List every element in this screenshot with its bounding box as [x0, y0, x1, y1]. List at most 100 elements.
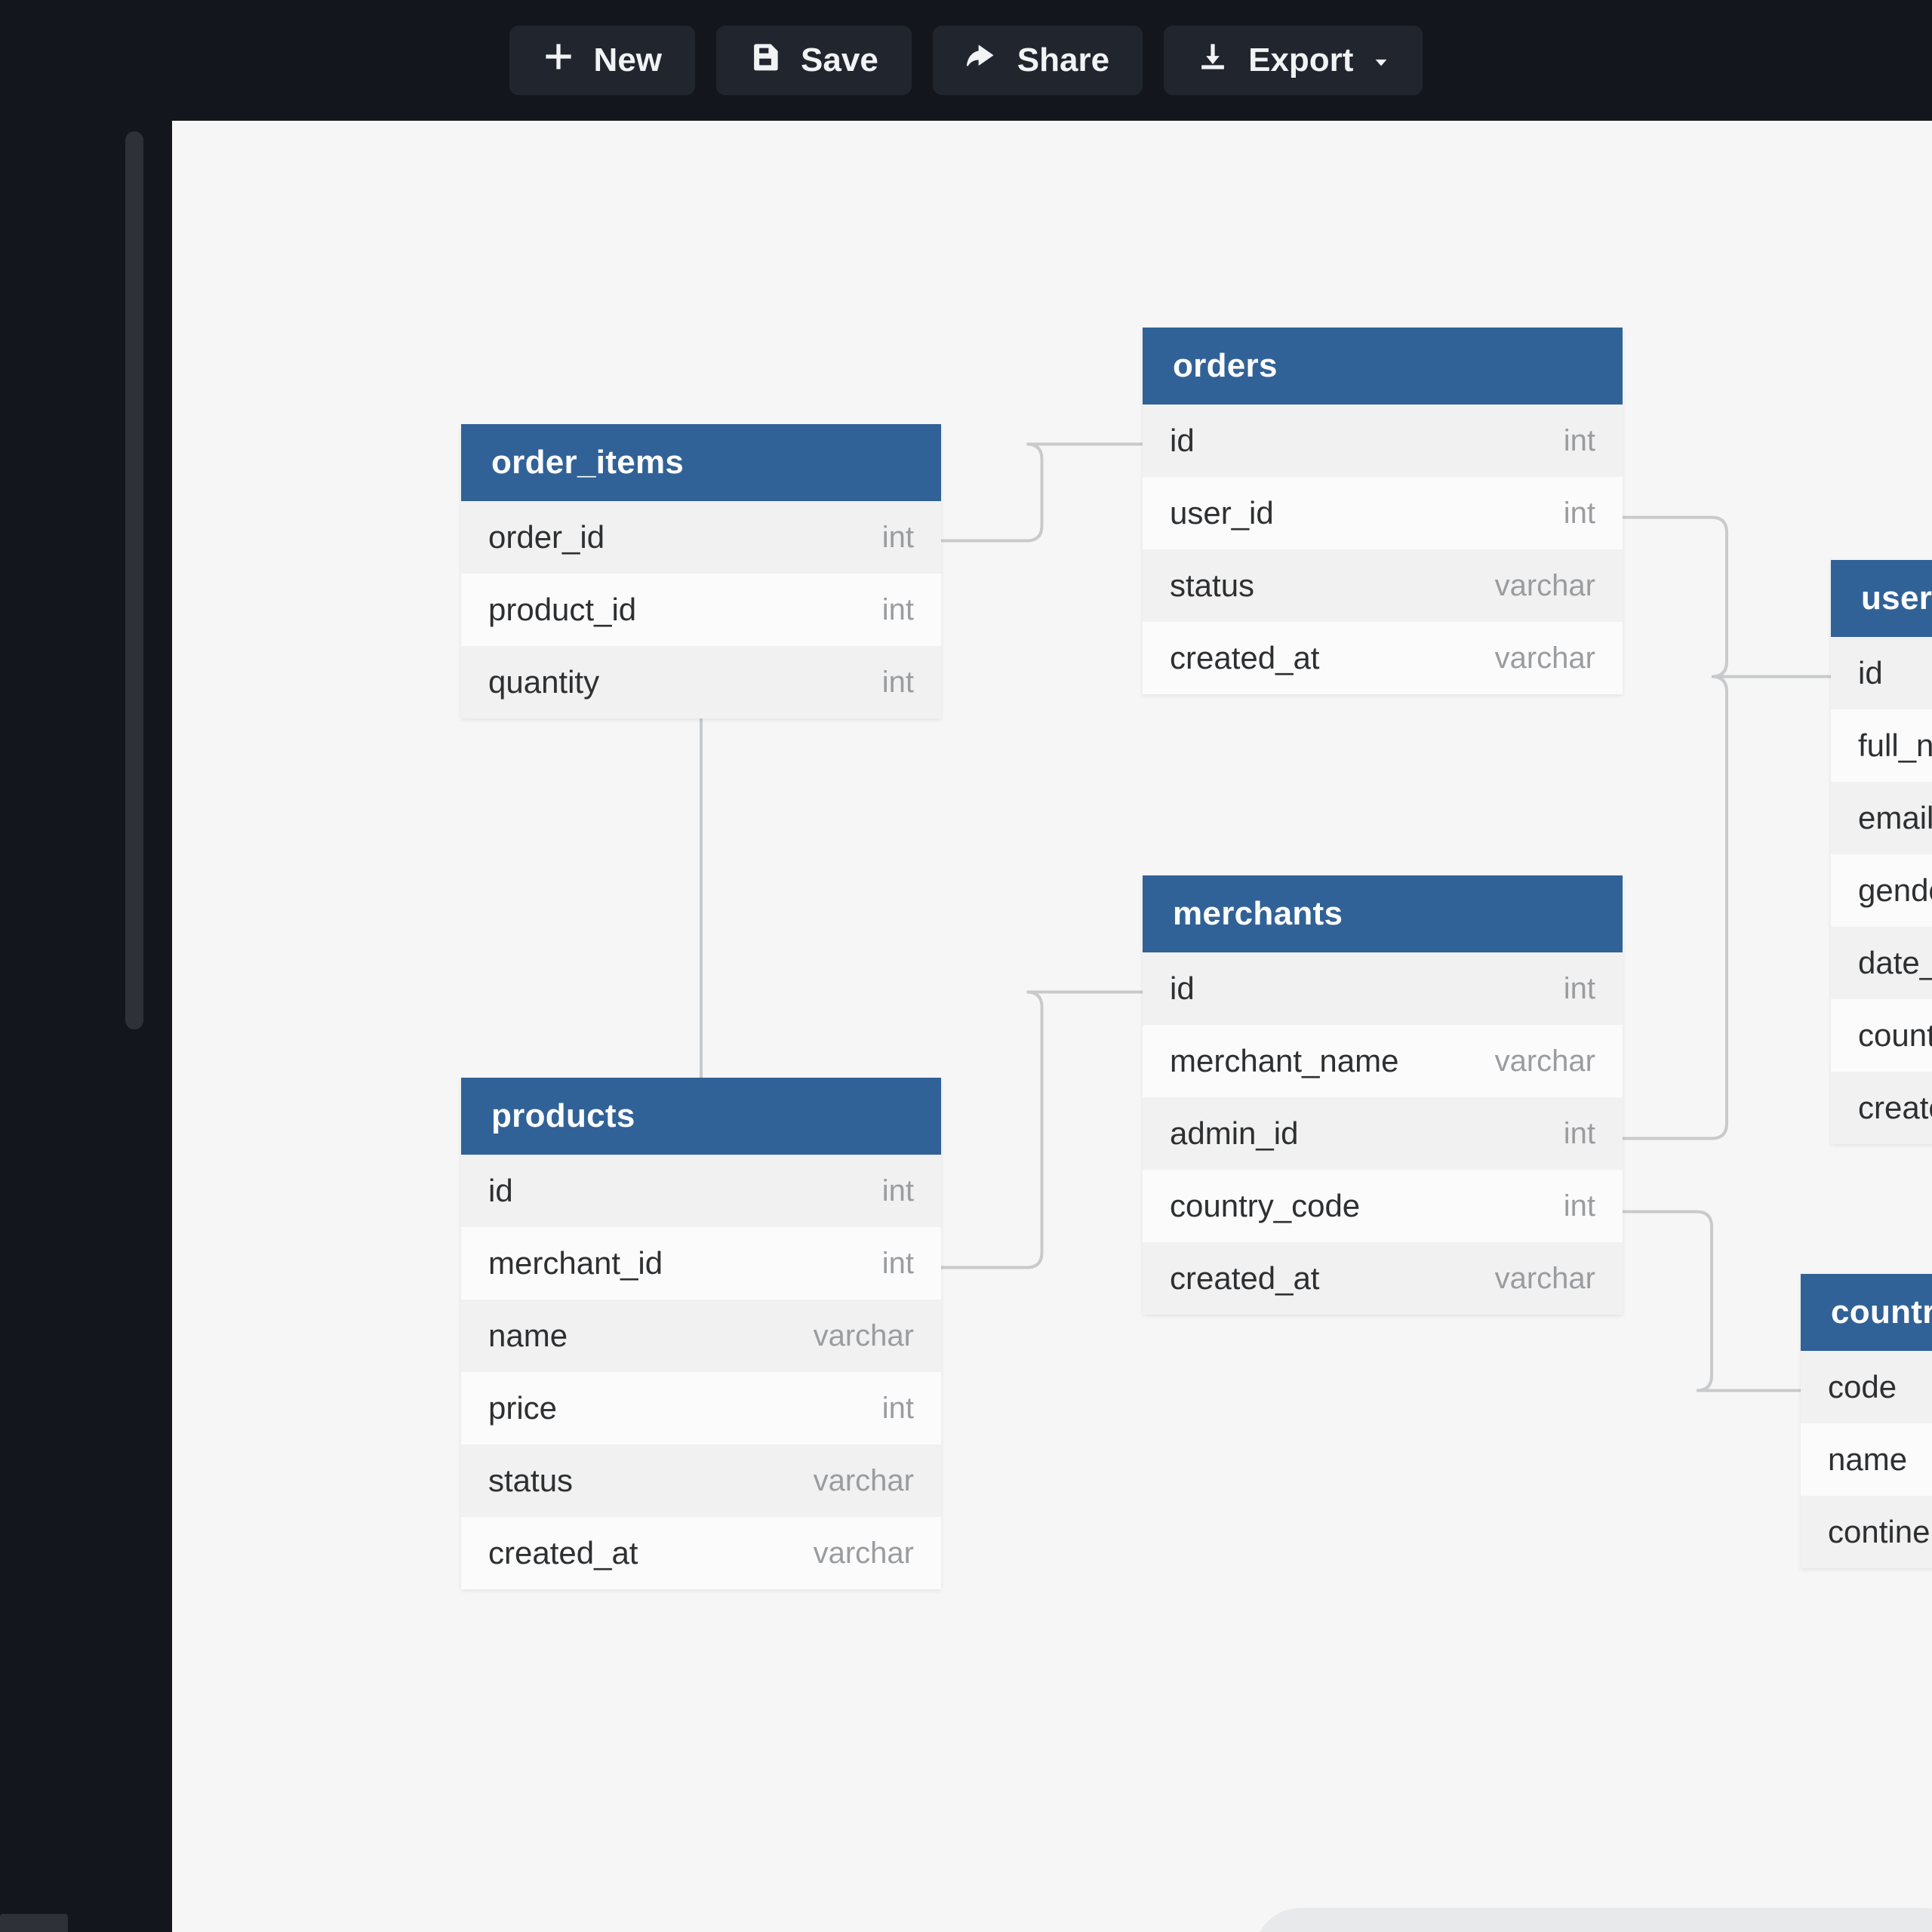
table-column[interactable]: continent_namevarchar	[1801, 1496, 1932, 1568]
table-column[interactable]: codeint	[1801, 1351, 1932, 1423]
column-name: merchant_name	[1170, 1043, 1399, 1079]
column-name: quantity	[488, 664, 599, 700]
table-column[interactable]: product_id int	[461, 574, 941, 646]
column-type: varchar	[814, 1464, 914, 1498]
column-type: int	[1564, 424, 1595, 458]
table-column[interactable]: country_code int	[1143, 1170, 1623, 1242]
share-button-label: Share	[1017, 42, 1109, 79]
column-type: int	[1564, 1189, 1595, 1223]
column-type: varchar	[1495, 1262, 1595, 1296]
new-button-label: New	[594, 42, 662, 79]
column-name: name	[488, 1318, 568, 1354]
share-icon	[966, 41, 998, 81]
column-name: price	[488, 1390, 557, 1426]
column-type: int	[882, 666, 914, 700]
column-name: user_id	[1170, 495, 1274, 531]
column-name: order_id	[488, 519, 605, 555]
table-column[interactable]: idint	[1831, 637, 1932, 709]
column-name: created_at	[488, 1535, 638, 1571]
table-column[interactable]: merchant_name varchar	[1143, 1025, 1623, 1097]
connection	[941, 445, 1143, 541]
column-name: status	[1170, 568, 1254, 604]
table-column[interactable]: id int	[1143, 952, 1623, 1025]
toolbar: New Save Share Export	[0, 0, 1932, 121]
export-button-label: Export	[1248, 42, 1353, 79]
plus-icon	[543, 41, 574, 81]
share-button[interactable]: Share	[933, 26, 1143, 95]
column-type: varchar	[814, 1319, 914, 1353]
connection	[1623, 1212, 1801, 1391]
table-column[interactable]: created_at varchar	[461, 1517, 941, 1589]
chevron-down-icon	[1373, 42, 1389, 79]
column-name: id	[488, 1173, 513, 1209]
table-header[interactable]: countries	[1801, 1274, 1932, 1351]
table-column[interactable]: id int	[1143, 405, 1623, 477]
column-name: id	[1858, 655, 1883, 691]
table-users[interactable]: usersidintfull_namevarcharemailvarcharge…	[1831, 560, 1932, 1144]
table-header[interactable]: merchants	[1143, 875, 1623, 952]
column-name: created_at	[1858, 1090, 1932, 1126]
table-column[interactable]: order_id int	[461, 501, 941, 574]
table-merchants[interactable]: merchantsidintmerchant_namevarcharadmin_…	[1143, 875, 1623, 1315]
table-column[interactable]: price int	[461, 1372, 941, 1444]
column-type: int	[882, 521, 914, 555]
table-header[interactable]: orders	[1143, 328, 1623, 405]
table-column[interactable]: date_of_birthvarchar	[1831, 927, 1932, 999]
table-column[interactable]: user_idint	[1143, 477, 1623, 549]
connection	[941, 992, 1143, 1268]
column-name: admin_id	[1170, 1115, 1298, 1152]
table-column[interactable]: emailvarchar	[1831, 782, 1932, 854]
download-icon	[1197, 41, 1229, 81]
table-column[interactable]: quantity int	[461, 646, 941, 718]
table-order_items[interactable]: order_itemsorder_idintproduct_idintquant…	[461, 424, 941, 718]
table-column[interactable]: created_at varchar	[1143, 1242, 1623, 1315]
column-type: int	[1564, 972, 1595, 1006]
column-name: id	[1170, 423, 1195, 459]
table-header[interactable]: users	[1831, 560, 1932, 637]
column-name: created_at	[1170, 640, 1319, 676]
table-column[interactable]: admin_id int	[1143, 1097, 1623, 1170]
table-column[interactable]: gendervarchar	[1831, 854, 1932, 927]
connection	[1623, 518, 1831, 677]
table-header[interactable]: products	[461, 1078, 941, 1155]
column-name: id	[1170, 971, 1195, 1007]
table-column[interactable]: idint	[461, 1155, 941, 1227]
table-column[interactable]: created_atvarchar	[1831, 1072, 1932, 1144]
column-name: created_at	[1170, 1260, 1319, 1297]
table-column[interactable]: namevarchar	[1801, 1423, 1932, 1496]
save-button[interactable]: Save	[716, 26, 912, 95]
table-column[interactable]: country_codeint	[1831, 999, 1932, 1072]
column-name: product_id	[488, 592, 636, 628]
column-name: code	[1828, 1369, 1897, 1405]
sidebar-bottom-stub	[0, 1914, 68, 1932]
column-name: email	[1858, 800, 1932, 836]
new-button[interactable]: New	[509, 26, 695, 95]
column-type: int	[882, 1392, 914, 1426]
column-type: int	[1564, 1117, 1595, 1151]
connection	[1623, 677, 1831, 1139]
column-name: continent_name	[1828, 1514, 1932, 1550]
column-name: name	[1828, 1441, 1907, 1478]
export-button[interactable]: Export	[1164, 26, 1423, 95]
connection-layer	[172, 121, 1932, 1932]
table-column[interactable]: name varchar	[461, 1300, 941, 1372]
sidebar-gutter	[0, 121, 143, 1932]
table-column[interactable]: statusvarchar	[1143, 549, 1623, 622]
table-column[interactable]: full_namevarchar	[1831, 709, 1932, 782]
table-column[interactable]: merchant_idint	[461, 1227, 941, 1300]
table-products[interactable]: productsidintmerchant_idintnamevarcharpr…	[461, 1078, 941, 1589]
editor-scrollbar[interactable]	[125, 131, 143, 1029]
column-name: country_code	[1170, 1188, 1360, 1224]
table-header[interactable]: order_items	[461, 424, 941, 501]
column-type: varchar	[1495, 641, 1595, 675]
save-icon	[749, 41, 781, 81]
table-orders[interactable]: ordersidintuser_idintstatusvarcharcreate…	[1143, 328, 1623, 694]
table-column[interactable]: created_at varchar	[1143, 622, 1623, 694]
column-type: int	[882, 593, 914, 627]
column-type: varchar	[814, 1537, 914, 1571]
column-type: varchar	[1495, 1044, 1595, 1078]
column-type: int	[882, 1247, 914, 1281]
table-column[interactable]: statusvarchar	[461, 1444, 941, 1517]
table-countries[interactable]: countriescodeintnamevarcharcontinent_nam…	[1801, 1274, 1932, 1568]
diagram-canvas[interactable]: order_itemsorder_idintproduct_idintquant…	[172, 121, 1932, 1932]
